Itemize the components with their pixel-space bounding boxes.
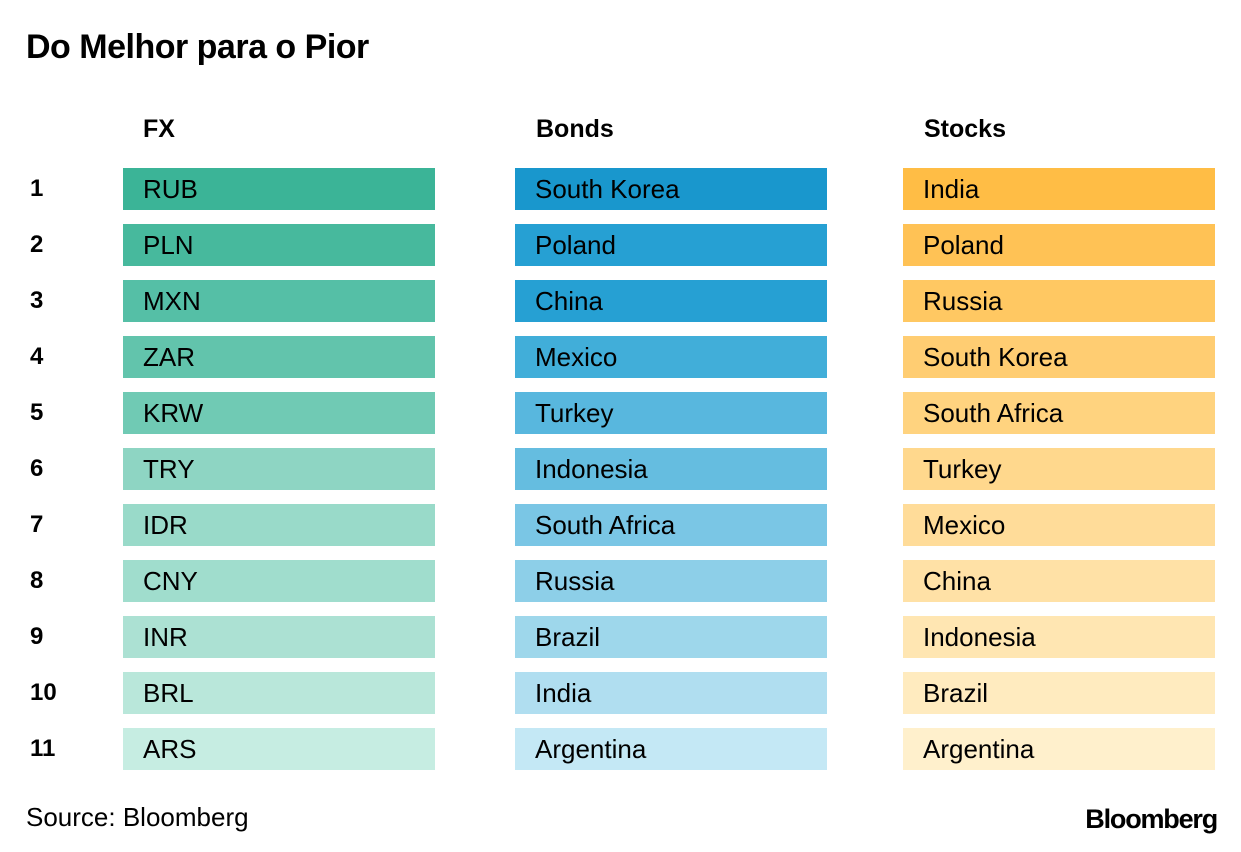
rank-number: 11: [30, 735, 56, 762]
stocks-cell: Mexico: [903, 504, 1215, 546]
bonds-cell: China: [515, 280, 827, 322]
chart-title: Do Melhor para o Pior: [26, 28, 369, 66]
fx-cell: KRW: [123, 392, 435, 434]
stocks-cell: Russia: [903, 280, 1215, 322]
stocks-cell: South Africa: [903, 392, 1215, 434]
bonds-cell: Argentina: [515, 728, 827, 770]
fx-cell: CNY: [123, 560, 435, 602]
stocks-cell: Brazil: [903, 672, 1215, 714]
bonds-cell: Turkey: [515, 392, 827, 434]
stocks-cell: Poland: [903, 224, 1215, 266]
source-note: Source: Bloomberg: [26, 802, 249, 832]
bonds-cell: India: [515, 672, 827, 714]
rank-number: 6: [30, 455, 44, 482]
bonds-cell: Poland: [515, 224, 827, 266]
rank-number: 5: [30, 399, 44, 426]
rank-number: 8: [30, 567, 44, 594]
bonds-cell: South Korea: [515, 168, 827, 210]
stocks-cell: South Korea: [903, 336, 1215, 378]
fx-cell: INR: [123, 616, 435, 658]
column-header-fx: FX: [143, 115, 175, 143]
rank-number: 10: [30, 679, 57, 706]
rank-number: 4: [30, 343, 44, 370]
fx-cell: ARS: [123, 728, 435, 770]
bloomberg-logo: Bloomberg: [1085, 804, 1218, 834]
rank-number: 2: [30, 231, 44, 258]
fx-cell: RUB: [123, 168, 435, 210]
rank-number: 7: [30, 511, 44, 538]
stocks-cell: China: [903, 560, 1215, 602]
stocks-cell: Argentina: [903, 728, 1215, 770]
fx-cell: ZAR: [123, 336, 435, 378]
bonds-cell: South Africa: [515, 504, 827, 546]
rank-number: 1: [30, 175, 44, 202]
stocks-cell: Turkey: [903, 448, 1215, 490]
stocks-cell: India: [903, 168, 1215, 210]
fx-cell: PLN: [123, 224, 435, 266]
fx-cell: TRY: [123, 448, 435, 490]
stocks-cell: Indonesia: [903, 616, 1215, 658]
column-header-stocks: Stocks: [924, 115, 1006, 143]
rank-number: 9: [30, 623, 44, 650]
bonds-cell: Russia: [515, 560, 827, 602]
column-header-bonds: Bonds: [536, 115, 614, 143]
fx-cell: BRL: [123, 672, 435, 714]
fx-cell: IDR: [123, 504, 435, 546]
rank-number: 3: [30, 287, 44, 314]
bonds-cell: Mexico: [515, 336, 827, 378]
bonds-cell: Brazil: [515, 616, 827, 658]
fx-cell: MXN: [123, 280, 435, 322]
bonds-cell: Indonesia: [515, 448, 827, 490]
